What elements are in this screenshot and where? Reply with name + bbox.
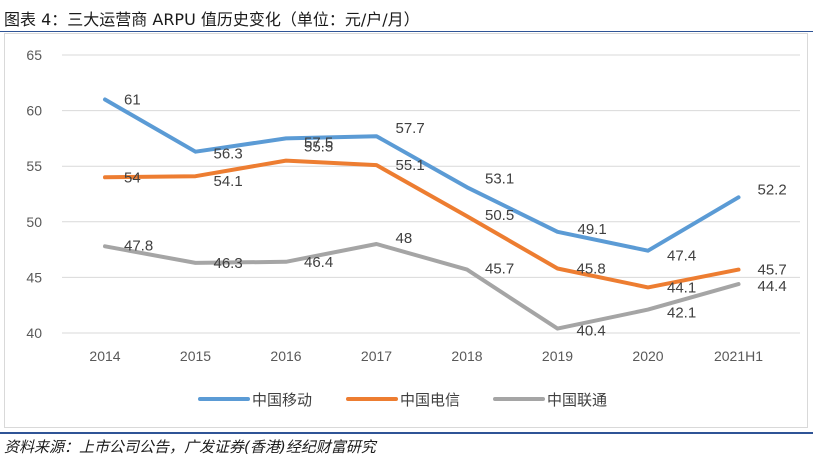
data-label: 49.1 xyxy=(578,221,607,238)
data-label: 53.1 xyxy=(485,170,514,187)
source-note: 资料来源：上市公司公告，广发证券(香港)经纪财富研究 xyxy=(4,438,376,456)
legend-label: 中国电信 xyxy=(400,391,460,409)
data-label: 61 xyxy=(124,91,141,108)
title-main: 三大运营商 ARPU 值历史变化 xyxy=(67,10,281,29)
y-tick-label: 55 xyxy=(26,158,42,174)
data-label: 42.1 xyxy=(667,305,696,322)
data-label: 44.1 xyxy=(667,279,696,296)
series-line-1 xyxy=(103,97,741,253)
data-label: 48 xyxy=(396,230,413,247)
y-tick-label: 65 xyxy=(26,47,42,63)
legend-label: 中国联通 xyxy=(547,391,607,409)
data-label: 44.4 xyxy=(758,278,787,295)
data-label: 45.7 xyxy=(485,261,514,278)
data-label: 55.5 xyxy=(304,139,333,156)
data-label: 54.1 xyxy=(214,173,243,190)
x-tick-label: 2019 xyxy=(542,348,573,364)
data-label: 50.5 xyxy=(485,207,514,224)
x-tick-label: 2017 xyxy=(361,348,392,364)
data-label: 40.4 xyxy=(577,323,606,340)
x-tick-label: 2018 xyxy=(451,348,482,364)
title-unit: （单位：元/户/月） xyxy=(280,10,420,29)
chart-title: 图表 4：三大运营商 ARPU 值历史变化（单位：元/户/月） xyxy=(4,6,420,30)
data-labels: 61 56.3 57.5 57.7 53.1 49.1 47.4 52.2 54 54.1 55.5… xyxy=(124,91,787,339)
x-tick-label: 2014 xyxy=(89,348,120,364)
x-tick-label: 2021H1 xyxy=(714,348,763,364)
x-tick-label: 2016 xyxy=(270,348,301,364)
data-label: 47.8 xyxy=(124,237,153,254)
top-rule xyxy=(0,31,813,32)
data-label: 54 xyxy=(124,169,141,186)
data-label: 45.7 xyxy=(758,262,787,279)
data-label: 45.8 xyxy=(577,261,606,278)
y-tick-label: 50 xyxy=(26,214,42,230)
data-label: 57.5 xyxy=(304,134,333,151)
bottom-rule xyxy=(0,432,813,434)
legend-label: 中国移动 xyxy=(252,391,312,409)
data-label: 46.4 xyxy=(304,254,333,271)
data-label: 55.1 xyxy=(396,157,425,174)
series-line-2 xyxy=(103,158,741,290)
y-tick-label: 40 xyxy=(26,325,42,341)
y-tick-label: 60 xyxy=(26,103,42,119)
legend: 中国移动 中国电信 中国联通 xyxy=(198,391,607,409)
data-label: 46.3 xyxy=(214,255,243,272)
data-label: 47.4 xyxy=(667,248,696,265)
series-line-3 xyxy=(103,242,741,331)
axes: 40 45 50 55 60 65 2014 2015 2016 2017 2018 2019 2020… xyxy=(26,47,763,364)
data-label: 52.2 xyxy=(758,181,787,198)
title-prefix: 图表 4： xyxy=(4,10,68,29)
data-label: 57.7 xyxy=(396,120,425,137)
data-label: 56.3 xyxy=(214,146,243,163)
x-tick-label: 2020 xyxy=(632,348,663,364)
chart-frame xyxy=(4,33,808,428)
x-tick-label: 2015 xyxy=(180,348,211,364)
y-tick-label: 45 xyxy=(26,269,42,285)
series-lines xyxy=(103,97,741,331)
